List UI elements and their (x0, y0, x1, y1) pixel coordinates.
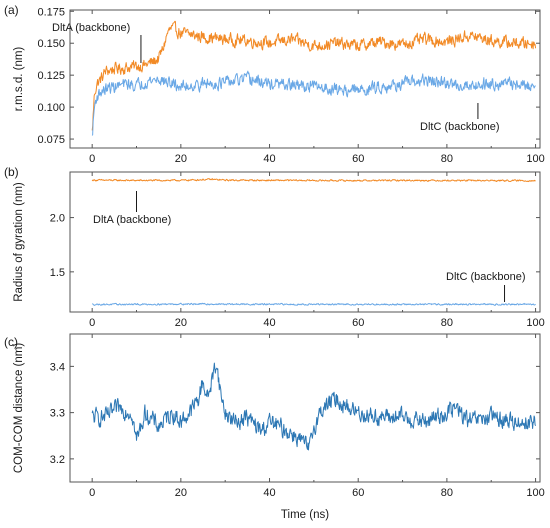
x-tick-label: 40 (263, 487, 275, 499)
series-annotation: DltC (backbone) (446, 271, 525, 283)
y-tick-label: 0.175 (37, 6, 65, 18)
series-line-dltc (91, 302, 536, 306)
x-tick-label: 60 (352, 317, 364, 329)
x-tick-label: 20 (175, 487, 187, 499)
x-tick-label: 40 (263, 317, 275, 329)
x-axis-label: Time (ns) (281, 509, 329, 521)
series-line-com-com (91, 362, 537, 451)
y-tick-label: 0.100 (37, 102, 65, 114)
x-tick-label: 100 (526, 153, 544, 165)
x-tick-label: 80 (441, 153, 453, 165)
y-tick-label: 3.4 (50, 361, 65, 373)
series-annotation: DltC (backbone) (420, 121, 499, 133)
y-axis-label: r.m.s.d. (nm) (13, 47, 25, 112)
y-tick-label: 3.2 (50, 454, 65, 466)
x-tick-label: 80 (441, 487, 453, 499)
panel-a-rmsd: (a) r.m.s.d. (nm) 0 20 40 60 80 100 0.075 0.100 0.… (4, 3, 545, 165)
plot-frame (69, 9, 541, 149)
x-tick-label: 60 (352, 487, 364, 499)
series-annotation: DltA (backbone) (93, 214, 171, 226)
y-tick-label: 1.5 (50, 267, 65, 279)
series-line-dlta (91, 20, 537, 131)
x-tick-label: 60 (352, 153, 364, 165)
plot-frame (69, 171, 541, 313)
y-tick-label: 0.075 (37, 134, 65, 146)
x-tick-label: 20 (175, 153, 187, 165)
x-tick-label: 100 (526, 487, 544, 499)
plot-frame (69, 333, 541, 483)
panel-b-radius-of-gyration: (b) Radius of gyration (nm) 0 20 40 60 80 100 1.… (4, 165, 545, 329)
y-axis-label: COM-COM distance (nm) (13, 343, 25, 474)
x-tick-label: 80 (441, 317, 453, 329)
y-tick-label: 0.125 (37, 70, 65, 82)
x-tick-label: 0 (89, 317, 95, 329)
x-tick-label: 100 (526, 317, 544, 329)
series-line-dlta (91, 178, 536, 183)
y-tick-label: 2.0 (50, 213, 65, 225)
panel-letter: (b) (4, 165, 19, 179)
series-line-dltc (91, 70, 536, 136)
panel-c-com-com-distance: (c)COM-COM distance (nm) 0 20 40 60 80 100 3.2 3… (4, 333, 545, 521)
x-tick-label: 40 (263, 153, 275, 165)
y-axis-label: Radius of gyration (nm) (13, 182, 25, 302)
x-tick-label: 0 (89, 153, 95, 165)
panel-letter: (a) (4, 3, 19, 17)
y-tick-label: 0.150 (37, 38, 65, 50)
x-tick-label: 0 (89, 487, 95, 499)
series-annotation: DltA (backbone) (52, 22, 130, 34)
panel-letter: (c) (4, 335, 18, 349)
x-tick-label: 20 (175, 317, 187, 329)
y-tick-label: 3.3 (50, 408, 65, 420)
